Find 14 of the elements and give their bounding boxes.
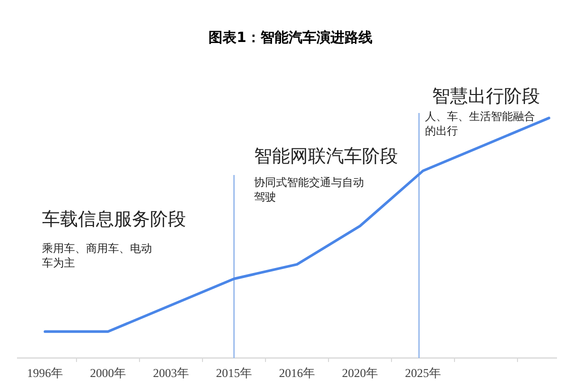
annotation: 人、车、生活智能融合的出行 <box>425 110 535 138</box>
annotation: 车载信息服务阶段 <box>42 209 186 230</box>
text: 智慧出行阶段 <box>432 86 540 107</box>
x-tick-label: 2000年 <box>90 366 126 380</box>
x-tick-label: 2020年 <box>342 366 378 380</box>
annotation: 协同式智能交通与自动驾驶 <box>254 176 364 204</box>
x-tick-label: 2003年 <box>153 366 189 380</box>
x-tick-label: 1996年 <box>27 366 63 380</box>
x-tick-label: 2025年 <box>405 366 441 380</box>
annotation: 智能网联汽车阶段 <box>254 146 398 167</box>
annotation: 乘用车、商用车、电动车为主 <box>42 242 152 270</box>
x-tick-label: 2015年 <box>216 366 252 380</box>
x-tick-label: 2016年 <box>279 366 315 380</box>
chart-title: 图表1：智能汽车演进路线 <box>208 29 372 46</box>
